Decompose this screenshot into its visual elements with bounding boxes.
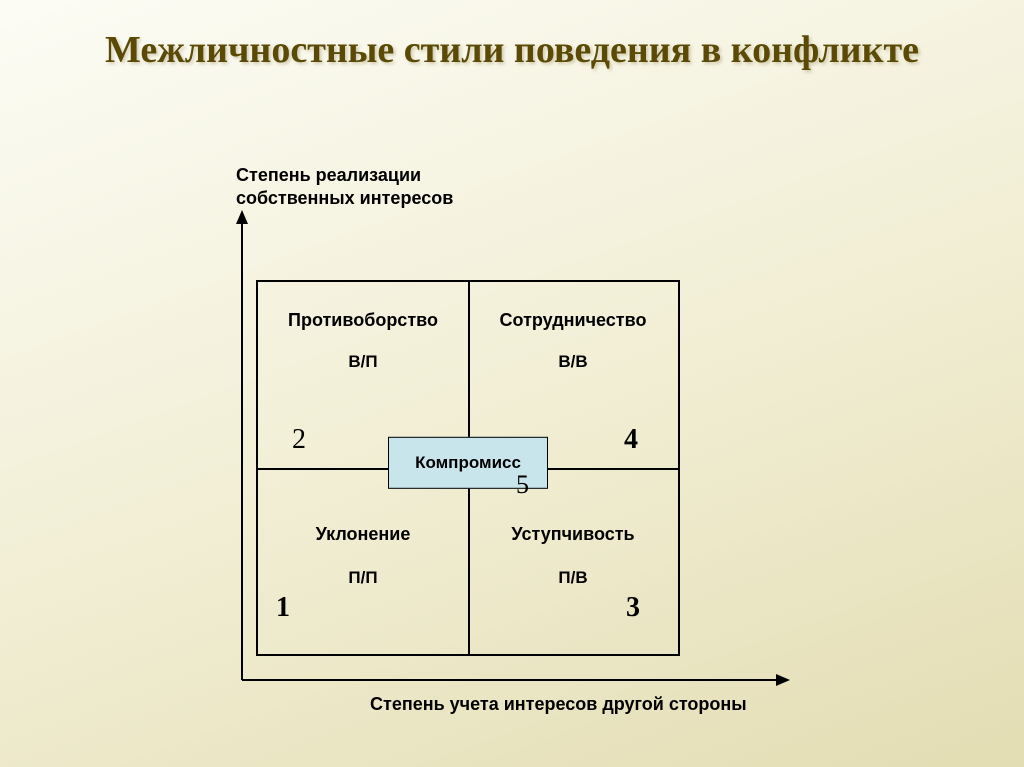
quad-tr-num: 4 <box>624 424 638 456</box>
x-axis-label: Степень учета интересов другой стороны <box>370 694 747 715</box>
quad-tl-label: Противоборство <box>258 310 468 331</box>
quad-bl-num: 1 <box>276 592 290 624</box>
quadrant-bottom-left: Уклонение П/П 1 <box>258 468 468 654</box>
page-title: Межличностные стили поведения в конфликт… <box>62 0 962 74</box>
y-axis-arrow-icon <box>236 210 248 224</box>
quad-bl-code: П/П <box>258 568 468 588</box>
matrix-grid: Противоборство В/П 2 Сотрудничество В/В … <box>256 280 680 656</box>
quad-bl-label: Уклонение <box>258 524 468 545</box>
quad-tl-num: 2 <box>292 424 306 456</box>
y-axis-label: Степень реализации собственных интересов <box>236 164 453 209</box>
quad-tl-code: В/П <box>258 352 468 372</box>
quad-br-num: 3 <box>626 592 640 624</box>
center-label: Компромисс <box>415 453 521 473</box>
quad-br-label: Уступчивость <box>468 524 678 545</box>
x-axis-arrow-icon <box>776 674 790 686</box>
y-axis-label-line2: собственных интересов <box>236 188 453 208</box>
quad-br-code: П/В <box>468 568 678 588</box>
quadrant-bottom-right: Уступчивость П/В 3 <box>468 468 678 654</box>
quad-tr-label: Сотрудничество <box>468 310 678 331</box>
quad-tr-code: В/В <box>468 352 678 372</box>
center-num: 5 <box>516 470 529 500</box>
slide: Межличностные стили поведения в конфликт… <box>0 0 1024 767</box>
y-axis-label-line1: Степень реализации <box>236 165 421 185</box>
